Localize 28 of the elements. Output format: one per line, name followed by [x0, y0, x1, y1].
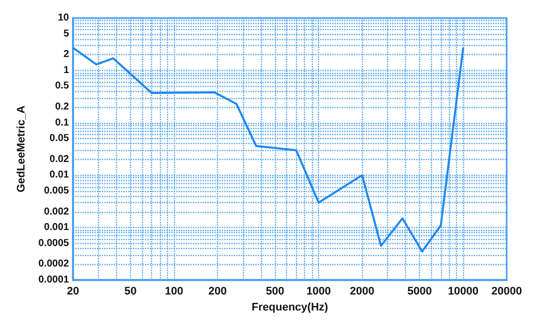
y-tick-label: 0.001 [44, 222, 70, 234]
y-tick-label: 0.2 [55, 102, 70, 113]
y-tick-label: 0.5 [55, 80, 70, 92]
y-tick-label: 1 [63, 64, 70, 76]
y-tick-label: 0.0002 [38, 258, 70, 270]
y-tick-label: 0.005 [44, 185, 70, 196]
y-axis-title: GedLeeMetric_A [16, 106, 28, 192]
y-tick-label: 2 [63, 49, 70, 60]
x-tick-label: 10000 [448, 286, 478, 298]
x-tick-label: 1000 [306, 286, 331, 298]
y-tick-label: 0.0005 [38, 238, 70, 249]
y-tick-label: 0.0001 [38, 274, 70, 286]
x-tick-label: 2000 [350, 286, 374, 298]
x-tick-label: 20 [66, 286, 80, 298]
x-axis-title: Frequency(Hz) [252, 301, 328, 314]
x-tick-label: 500 [266, 286, 284, 298]
y-tick-label: 0.002 [44, 206, 70, 218]
y-tick-label: 0.05 [50, 133, 70, 144]
y-tick-label: 5 [63, 28, 70, 40]
y-tick-label: 0.02 [50, 154, 70, 165]
x-tick-label: 100 [164, 286, 184, 298]
y-tick-label: 10 [58, 12, 70, 24]
y-tick-label: 0.1 [55, 117, 70, 128]
x-tick-label: 200 [208, 286, 227, 298]
y-tick-label: 0.01 [50, 170, 70, 181]
x-tick-label: 50 [124, 286, 137, 298]
x-tick-label: 20000 [491, 286, 522, 298]
x-tick-label: 5000 [407, 286, 432, 298]
